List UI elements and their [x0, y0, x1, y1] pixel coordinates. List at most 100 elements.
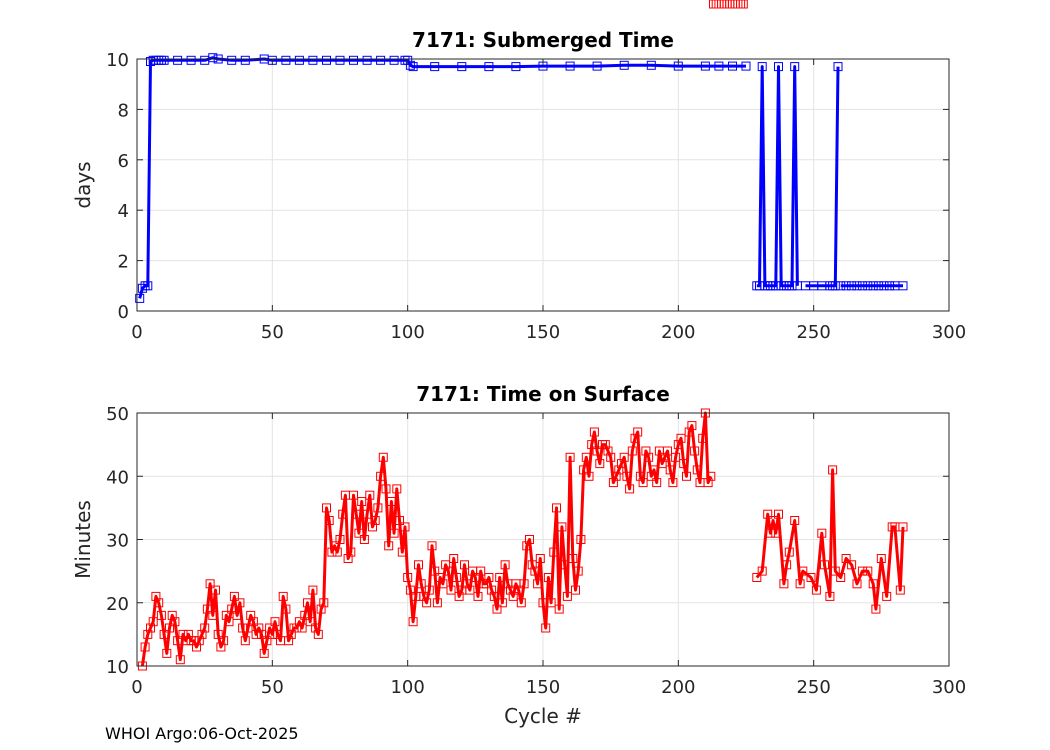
data-point: [736, 0, 746, 9]
data-point: [833, 62, 843, 72]
data-point: [584, 471, 594, 481]
data-point: [671, 452, 681, 462]
data-point: [154, 598, 164, 608]
data-point: [354, 528, 364, 538]
data-point: [373, 503, 383, 513]
data-point: [227, 604, 237, 614]
chart-title: 7171: Submerged Time: [412, 28, 674, 52]
data-point: [359, 535, 369, 544]
data-point: [898, 281, 908, 291]
x-axis-label: Cycle #: [504, 704, 582, 728]
y-tick-label: 20: [106, 594, 129, 615]
data-point: [703, 478, 713, 488]
data-point: [706, 471, 716, 481]
x-tick-label: 150: [526, 677, 560, 698]
data-point: [183, 629, 193, 639]
data-point: [213, 629, 223, 639]
data-point: [489, 591, 499, 601]
data-point: [178, 629, 188, 639]
data-point: [156, 610, 166, 620]
data-point: [322, 503, 331, 513]
data-point: [173, 55, 183, 65]
series-line: [805, 66, 840, 288]
data-point: [378, 452, 388, 462]
data-point: [787, 281, 797, 291]
data-point: [533, 579, 543, 589]
data-point: [649, 465, 659, 475]
data-point: [546, 598, 556, 608]
data-point: [817, 528, 827, 538]
y-tick-label: 8: [118, 100, 129, 121]
y-tick-label: 10: [106, 50, 129, 71]
data-point: [267, 629, 277, 639]
data-point: [137, 283, 147, 293]
data-point: [497, 598, 507, 608]
data-point: [606, 452, 616, 462]
y-axis-label: days: [71, 161, 95, 208]
data-point: [232, 610, 242, 620]
data-point: [565, 61, 575, 71]
data-point: [768, 516, 778, 525]
data-point: [451, 573, 461, 582]
data-point: [500, 560, 510, 570]
y-tick-label: 10: [106, 657, 129, 678]
data-point: [874, 281, 884, 291]
data-point: [229, 591, 239, 601]
y-tick-label: 4: [118, 201, 129, 222]
data-point: [741, 61, 751, 71]
data-point: [784, 547, 794, 557]
data-point: [376, 471, 386, 481]
data-point: [370, 516, 380, 525]
data-point: [614, 465, 624, 475]
data-point: [641, 446, 651, 456]
data-point: [779, 579, 789, 589]
data-point: [273, 629, 283, 639]
data-point: [876, 554, 886, 563]
data-point: [240, 636, 250, 646]
data-point: [557, 522, 567, 532]
data-point: [389, 528, 399, 538]
data-point: [679, 459, 689, 469]
data-point: [847, 281, 857, 291]
data-point: [522, 541, 532, 551]
data-point: [270, 617, 280, 627]
data-point: [159, 629, 169, 639]
data-point: [248, 617, 258, 627]
data-point: [554, 604, 564, 614]
data-point: [430, 566, 440, 576]
data-point: [830, 566, 840, 576]
data-point: [857, 566, 867, 576]
data-point: [227, 55, 237, 65]
data-point: [175, 655, 185, 665]
data-point: [830, 281, 840, 291]
data-point: [879, 281, 889, 291]
data-point: [186, 55, 196, 65]
data-point: [435, 573, 445, 582]
data-point: [349, 490, 358, 500]
data-point: [151, 591, 161, 601]
data-point: [208, 610, 218, 620]
data-point: [454, 591, 464, 601]
data-point: [774, 509, 783, 519]
data-point: [635, 471, 645, 481]
y-tick-label: 2: [118, 252, 129, 273]
data-point: [414, 560, 423, 570]
data-point: [687, 421, 697, 431]
y-tick-label: 40: [106, 467, 129, 488]
data-point: [852, 579, 862, 589]
data-point: [389, 55, 399, 65]
data-point: [898, 522, 908, 532]
data-point: [492, 604, 502, 614]
data-point: [841, 281, 851, 291]
data-point: [135, 293, 145, 303]
x-tick-label: 250: [796, 677, 830, 698]
data-point: [362, 55, 372, 65]
data-point: [841, 554, 851, 563]
data-point: [857, 281, 867, 291]
data-point: [541, 623, 551, 633]
data-point: [284, 636, 294, 646]
data-point: [140, 642, 150, 652]
data-point: [416, 579, 426, 589]
data-point: [579, 465, 589, 475]
data-point: [684, 427, 694, 437]
